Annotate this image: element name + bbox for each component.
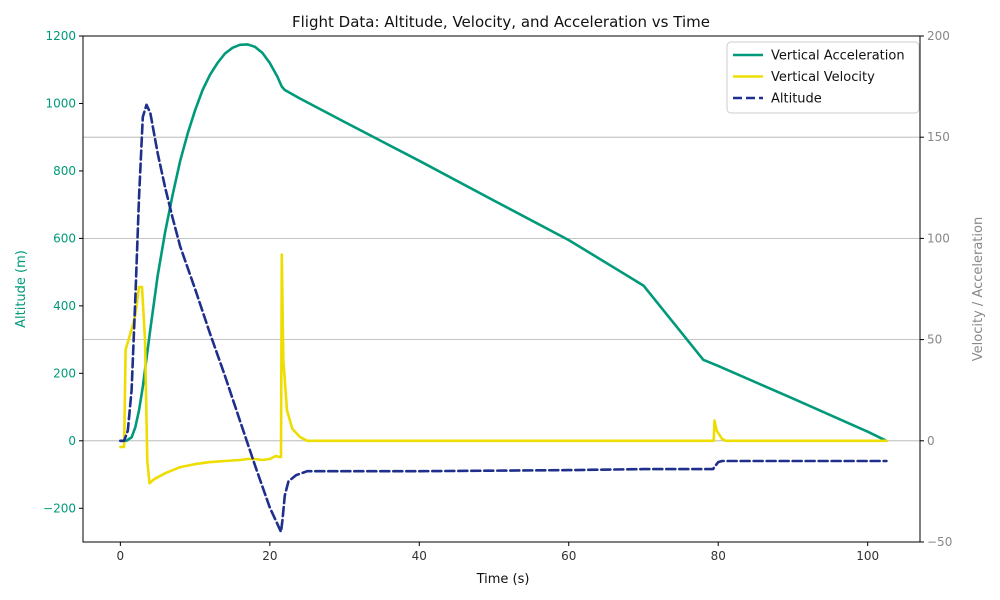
y-left-tick-label: 200 <box>53 366 76 380</box>
y-left-tick-label: 0 <box>68 434 76 448</box>
legend: Vertical Acceleration Vertical Velocity Al… <box>726 41 920 114</box>
y-right-tick-label: 50 <box>927 333 942 347</box>
y-left-tick-label: 800 <box>53 164 76 178</box>
series-line-vertical-acceleration <box>119 43 888 443</box>
x-tick-label: 0 <box>117 549 125 563</box>
y-right-tick-label: −50 <box>927 535 952 549</box>
y-left-tick-label: 600 <box>53 231 76 245</box>
legend-label: Altitude <box>771 92 822 107</box>
y-left-tick-label: 1200 <box>45 29 76 43</box>
x-tick-label: 20 <box>262 549 277 563</box>
y-left-tick-label: 1000 <box>45 96 76 110</box>
series-lines <box>119 43 888 534</box>
legend-label: Vertical Acceleration <box>771 49 905 64</box>
x-tick-label: 60 <box>561 549 576 563</box>
x-tick-label: 40 <box>412 549 427 563</box>
plot-frame <box>82 35 921 543</box>
y-right-tick-label: 150 <box>927 130 950 144</box>
y-left-tick-label: −200 <box>43 501 76 515</box>
legend-label: Vertical Velocity <box>771 70 875 85</box>
chart-title: Flight Data: Altitude, Velocity, and Acc… <box>292 13 710 31</box>
y-right-tick-label: 200 <box>927 29 950 43</box>
x-axis-label: Time (s) <box>476 572 530 587</box>
legend-box <box>726 41 920 114</box>
x-tick-label: 100 <box>856 549 879 563</box>
x-tick-label: 80 <box>711 549 726 563</box>
series-line-vertical-velocity <box>119 253 888 485</box>
y-axis-right-label: Velocity / Acceleration <box>971 217 986 361</box>
y-axis-left-label: Altitude (m) <box>14 250 29 328</box>
y-left-tick-label: 400 <box>53 299 76 313</box>
series-line-altitude <box>119 103 888 534</box>
axis-ticks: 0 20 40 60 80 100−200020040060080010001200−50… <box>43 29 952 563</box>
grid-lines <box>83 136 920 442</box>
y-right-tick-label: 100 <box>927 231 950 245</box>
y-right-tick-label: 0 <box>927 434 935 448</box>
